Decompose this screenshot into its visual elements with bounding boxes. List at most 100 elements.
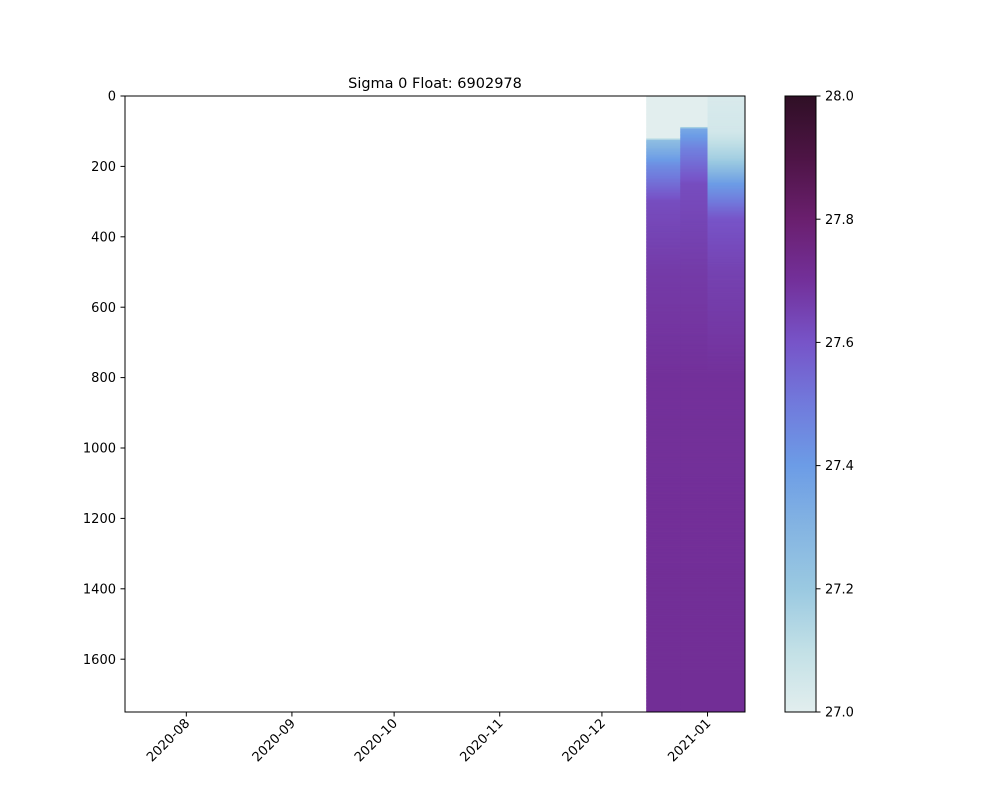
heatmap-cell [680, 584, 708, 587]
heatmap-cell [680, 146, 708, 149]
colorbar-ticks: 27.0 27.2 27.4 27.6 27.8 28.0 [816, 90, 854, 721]
y-tick-label: 0 [108, 90, 116, 105]
heatmap-cell [707, 363, 746, 366]
heatmap-cell [680, 555, 708, 557]
heatmap-cell [680, 335, 708, 338]
heatmap-cell [646, 591, 681, 594]
heatmap-cell [680, 277, 708, 280]
heatmap-cell [707, 115, 746, 118]
heatmap-cell [707, 559, 746, 562]
heatmap-cell [646, 136, 681, 139]
heatmap-cell [680, 669, 708, 671]
heatmap-cell [707, 650, 746, 653]
heatmap-cell [646, 312, 681, 315]
heatmap-cell [680, 540, 708, 543]
heatmap-cell [707, 495, 746, 498]
heatmap-cell [707, 203, 746, 205]
heatmap-cell [646, 226, 681, 229]
heatmap-cell [646, 235, 681, 238]
heatmap-cell [707, 566, 746, 569]
heatmap-cell [680, 497, 708, 500]
heatmap-cell [707, 122, 746, 125]
heatmap-cell [680, 495, 708, 498]
heatmap-cell [680, 662, 708, 664]
heatmap-cell [680, 656, 708, 659]
heatmap-cell [680, 432, 708, 435]
heatmap-cell [646, 371, 681, 374]
heatmap-cell [646, 394, 681, 397]
heatmap-cell [680, 312, 708, 315]
heatmap-cell [707, 374, 746, 377]
heatmap-cell [707, 528, 746, 531]
heatmap-cell [646, 421, 681, 424]
heatmap-cell [680, 260, 708, 263]
heatmap-cell [646, 509, 681, 512]
heatmap-cell [707, 208, 746, 211]
heatmap-cell [646, 456, 681, 459]
profile-column [646, 96, 681, 713]
heatmap-cell [646, 238, 681, 241]
heatmap-cell [707, 181, 746, 184]
heatmap-cell [646, 647, 681, 650]
heatmap-cell [680, 391, 708, 394]
heatmap-cell [680, 694, 708, 697]
heatmap-cell [680, 336, 708, 339]
heatmap-cell [646, 229, 681, 232]
heatmap-cell [646, 691, 681, 694]
heatmap-cell [680, 419, 708, 422]
heatmap-cell [646, 709, 681, 712]
heatmap-cell [707, 498, 746, 501]
heatmap-cell [680, 436, 708, 439]
heatmap-cell [707, 315, 746, 318]
heatmap-cell [646, 502, 681, 505]
heatmap-cell [646, 160, 681, 163]
heatmap-cell [707, 319, 746, 322]
heatmap-cell [680, 598, 708, 601]
heatmap-cell [680, 188, 708, 191]
heatmap-cell [680, 494, 708, 497]
heatmap-cell [680, 228, 708, 231]
heatmap-cell [707, 195, 746, 198]
heatmap-cell [646, 166, 681, 169]
heatmap-cell [646, 569, 681, 571]
heatmap-cell [646, 576, 681, 578]
heatmap-cell [646, 442, 681, 445]
heatmap-cell [680, 666, 708, 669]
heatmap-cell [646, 262, 681, 264]
heatmap-cell [707, 229, 746, 232]
heatmap-cell [646, 259, 681, 262]
heatmap-cell [680, 126, 708, 129]
heatmap-cell [707, 339, 746, 342]
heatmap-cell [707, 698, 746, 701]
heatmap-cell [707, 653, 746, 656]
heatmap-cell [646, 664, 681, 667]
heatmap-cell [680, 418, 708, 421]
heatmap-cell [707, 409, 746, 412]
heatmap-cell [707, 134, 746, 136]
heatmap-cell [707, 422, 746, 425]
heatmap-cell [680, 649, 708, 652]
heatmap-cell [680, 553, 708, 556]
heatmap-cell [680, 445, 708, 447]
heatmap-cell [707, 574, 746, 577]
heatmap-cell [707, 150, 746, 153]
heatmap-cell [707, 373, 746, 376]
heatmap-cell [646, 295, 681, 298]
heatmap-cell [646, 288, 681, 291]
heatmap-cell [646, 481, 681, 484]
heatmap-cell [707, 505, 746, 508]
heatmap-cell [707, 552, 746, 554]
heatmap-cell [680, 440, 708, 443]
heatmap-cell [707, 318, 746, 321]
heatmap-cell [707, 443, 746, 446]
profile-column [680, 96, 708, 713]
heatmap-cell [680, 308, 708, 311]
heatmap-cell [646, 400, 681, 402]
heatmap-cell [707, 394, 746, 397]
heatmap-cell [707, 553, 746, 556]
heatmap-cell [707, 232, 746, 235]
heatmap-cell [680, 431, 708, 433]
heatmap-cell [707, 588, 746, 591]
plot-frame [124, 95, 746, 713]
heatmap-cell [646, 252, 681, 255]
